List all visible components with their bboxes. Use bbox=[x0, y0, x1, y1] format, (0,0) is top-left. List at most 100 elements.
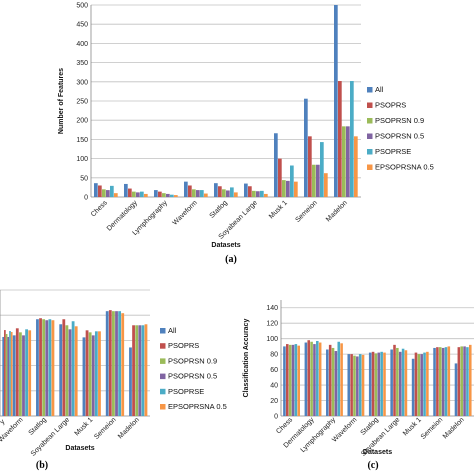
legend-swatch bbox=[367, 164, 373, 170]
y-tick-label: 40 bbox=[270, 383, 278, 390]
bar bbox=[214, 183, 218, 197]
legend-entry: PSOPRS bbox=[168, 341, 199, 350]
bar bbox=[283, 346, 286, 416]
bar bbox=[433, 347, 436, 416]
bar bbox=[294, 344, 298, 416]
bar bbox=[184, 181, 188, 197]
y-tick-label: 450 bbox=[76, 22, 88, 29]
bar bbox=[304, 98, 308, 197]
bar bbox=[324, 173, 328, 197]
bar bbox=[377, 352, 381, 416]
bar bbox=[304, 342, 308, 416]
bar bbox=[342, 126, 346, 197]
legend-entry: All bbox=[375, 85, 384, 94]
y-tick-label: 140 bbox=[266, 305, 278, 312]
bar bbox=[320, 142, 324, 197]
bar bbox=[218, 186, 222, 197]
bar bbox=[222, 189, 226, 197]
panel-label-b: (b) bbox=[36, 460, 48, 471]
legend-swatch bbox=[367, 133, 373, 139]
y-tick-label: 250 bbox=[76, 99, 88, 106]
bar bbox=[144, 324, 148, 416]
y-tick-label: 100 bbox=[76, 156, 88, 163]
bar bbox=[28, 330, 32, 416]
bar bbox=[45, 320, 49, 416]
bar bbox=[65, 325, 69, 416]
legend-swatch bbox=[160, 388, 166, 395]
bar bbox=[353, 355, 356, 416]
bar bbox=[264, 193, 268, 197]
bar bbox=[71, 321, 75, 416]
bar bbox=[331, 347, 335, 416]
x-tick-label: Waveform bbox=[0, 416, 25, 443]
x-tick-label: Semeion bbox=[93, 416, 118, 441]
bar bbox=[278, 158, 282, 197]
bar bbox=[337, 341, 341, 416]
y-tick-label: 20 bbox=[270, 398, 278, 405]
bar bbox=[42, 319, 46, 416]
x-tick-label: Madelon bbox=[442, 416, 466, 440]
legend-entry: All bbox=[168, 326, 177, 335]
bar bbox=[354, 136, 358, 197]
bar bbox=[128, 188, 132, 197]
y-tick-label: 400 bbox=[76, 41, 88, 48]
chart-panel-a: 0 50 100 150 200 250 300 350 400 450 500 ChessDerma… bbox=[58, 3, 361, 249]
bar bbox=[136, 192, 140, 197]
bar bbox=[350, 354, 353, 416]
bar bbox=[62, 319, 66, 416]
x-tick-label: Statlog bbox=[209, 199, 229, 219]
bar bbox=[318, 342, 322, 416]
bar bbox=[112, 311, 115, 416]
bar bbox=[420, 354, 423, 416]
y-tick-label: 350 bbox=[76, 60, 88, 67]
bar bbox=[141, 325, 145, 416]
bar bbox=[291, 344, 295, 416]
panel-label-c: (c) bbox=[367, 460, 378, 471]
bar bbox=[441, 347, 445, 416]
bar bbox=[39, 318, 42, 416]
y-axis-label: Number of Features bbox=[58, 68, 65, 134]
bar bbox=[132, 325, 135, 416]
x-tick-label: Madelon bbox=[325, 199, 349, 223]
x-tick-label: Semeion bbox=[420, 416, 445, 441]
legend-swatch bbox=[160, 343, 166, 349]
bar bbox=[417, 354, 421, 416]
x-tick-label: Dermatology bbox=[106, 199, 139, 232]
bar bbox=[398, 351, 402, 416]
x-axis-label: Datasets bbox=[363, 449, 392, 456]
x-tick-label: Musk 1 bbox=[268, 199, 289, 220]
bar bbox=[59, 324, 63, 416]
bar-partial bbox=[5, 334, 8, 416]
bar bbox=[371, 351, 375, 416]
bar bbox=[230, 187, 234, 197]
legend-entry: EPSOPRSNA 0.5 bbox=[168, 402, 227, 411]
bar bbox=[466, 347, 469, 416]
bar bbox=[132, 191, 136, 197]
y-tick-label: 300 bbox=[76, 79, 88, 86]
bar bbox=[401, 348, 405, 416]
bar bbox=[82, 337, 86, 416]
legend-entry: PSOPRSN 0.5 bbox=[375, 132, 424, 141]
legend-entry: PSOPRSN 0.5 bbox=[168, 372, 217, 381]
bar bbox=[188, 185, 192, 197]
bar bbox=[358, 354, 362, 416]
bar-partial bbox=[9, 331, 11, 416]
bar bbox=[328, 344, 332, 416]
legend-swatch bbox=[160, 404, 166, 410]
bar bbox=[94, 183, 98, 197]
bar bbox=[85, 330, 89, 416]
x-axis-label: Datasets bbox=[65, 445, 94, 452]
bar bbox=[288, 344, 292, 416]
legend-swatch bbox=[160, 373, 166, 380]
legend-swatch bbox=[367, 102, 373, 108]
y-tick-label: 500 bbox=[76, 3, 88, 10]
bar-partial bbox=[10, 332, 13, 416]
bar bbox=[234, 192, 238, 197]
legend-swatch bbox=[367, 118, 373, 124]
bar bbox=[200, 190, 204, 197]
bar bbox=[138, 325, 142, 416]
panel-label-a: (a) bbox=[225, 254, 237, 265]
legend-entry: PSOPRSN 0.9 bbox=[375, 116, 424, 125]
bar bbox=[129, 347, 132, 416]
x-tick-label: Statlog bbox=[28, 416, 48, 436]
